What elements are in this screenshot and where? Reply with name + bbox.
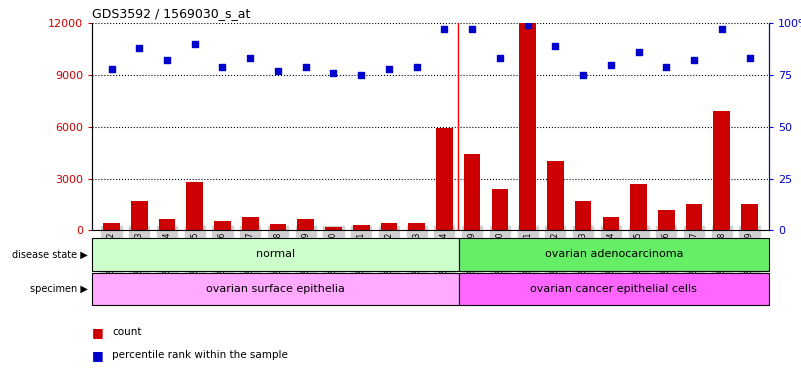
Point bbox=[687, 57, 700, 63]
Point bbox=[133, 45, 146, 51]
Text: disease state ▶: disease state ▶ bbox=[12, 249, 88, 260]
Point bbox=[105, 66, 118, 72]
Text: normal: normal bbox=[256, 249, 295, 260]
Bar bbox=[464, 154, 481, 230]
Bar bbox=[380, 223, 397, 230]
Point bbox=[577, 72, 590, 78]
Bar bbox=[270, 224, 286, 230]
Point bbox=[383, 66, 396, 72]
Point bbox=[272, 68, 284, 74]
FancyBboxPatch shape bbox=[92, 238, 459, 271]
Point bbox=[161, 57, 174, 63]
Bar bbox=[741, 204, 758, 230]
Point bbox=[300, 63, 312, 70]
FancyBboxPatch shape bbox=[92, 273, 459, 305]
Point bbox=[188, 41, 201, 47]
Text: GDS3592 / 1569030_s_at: GDS3592 / 1569030_s_at bbox=[92, 7, 251, 20]
Point bbox=[410, 63, 423, 70]
Bar bbox=[436, 128, 453, 230]
Bar bbox=[353, 225, 369, 230]
Bar bbox=[325, 227, 342, 230]
Point bbox=[549, 43, 562, 49]
Text: percentile rank within the sample: percentile rank within the sample bbox=[112, 350, 288, 360]
Bar bbox=[103, 223, 120, 230]
Point bbox=[327, 70, 340, 76]
Text: ■: ■ bbox=[92, 326, 108, 339]
Text: ■: ■ bbox=[92, 349, 108, 362]
Point bbox=[605, 61, 618, 68]
Text: ovarian cancer epithelial cells: ovarian cancer epithelial cells bbox=[530, 284, 698, 294]
Point bbox=[438, 26, 451, 32]
Point bbox=[660, 63, 673, 70]
Bar bbox=[242, 217, 259, 230]
Bar bbox=[409, 223, 425, 230]
Text: specimen ▶: specimen ▶ bbox=[30, 284, 88, 294]
Point bbox=[743, 55, 756, 61]
Bar bbox=[297, 219, 314, 230]
Bar bbox=[131, 201, 147, 230]
Point bbox=[216, 63, 229, 70]
Bar bbox=[658, 210, 674, 230]
FancyBboxPatch shape bbox=[459, 273, 769, 305]
Point bbox=[632, 49, 645, 55]
Point bbox=[244, 55, 256, 61]
Point bbox=[465, 26, 478, 32]
Point bbox=[521, 22, 534, 28]
Point bbox=[355, 72, 368, 78]
Bar bbox=[686, 204, 702, 230]
Bar bbox=[547, 161, 564, 230]
Point bbox=[715, 26, 728, 32]
Bar bbox=[187, 182, 203, 230]
Bar bbox=[214, 221, 231, 230]
Text: count: count bbox=[112, 327, 142, 337]
Point bbox=[493, 55, 506, 61]
Bar bbox=[602, 217, 619, 230]
Bar bbox=[575, 201, 591, 230]
Bar bbox=[159, 219, 175, 230]
Bar bbox=[492, 189, 508, 230]
FancyBboxPatch shape bbox=[459, 238, 769, 271]
Bar bbox=[519, 23, 536, 230]
Bar bbox=[714, 111, 731, 230]
Bar bbox=[630, 184, 647, 230]
Text: ovarian surface epithelia: ovarian surface epithelia bbox=[206, 284, 345, 294]
Text: ovarian adenocarcinoma: ovarian adenocarcinoma bbox=[545, 249, 683, 260]
